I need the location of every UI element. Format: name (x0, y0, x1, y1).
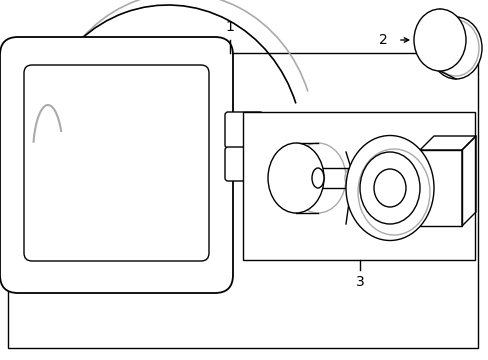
Ellipse shape (289, 143, 346, 213)
Text: 2: 2 (379, 33, 387, 47)
Bar (419, 150, 461, 226)
Text: 3: 3 (355, 275, 364, 289)
FancyBboxPatch shape (24, 65, 208, 261)
Ellipse shape (429, 17, 481, 79)
Ellipse shape (373, 169, 405, 207)
Ellipse shape (311, 168, 324, 188)
Ellipse shape (345, 168, 356, 188)
Bar (8, 53, 477, 348)
Ellipse shape (413, 9, 465, 71)
FancyBboxPatch shape (224, 147, 263, 181)
Ellipse shape (359, 152, 419, 224)
FancyBboxPatch shape (224, 112, 263, 148)
FancyBboxPatch shape (0, 37, 232, 293)
Ellipse shape (267, 143, 324, 213)
Text: 1: 1 (225, 20, 234, 34)
Ellipse shape (346, 135, 433, 240)
Bar (243, 112, 474, 260)
